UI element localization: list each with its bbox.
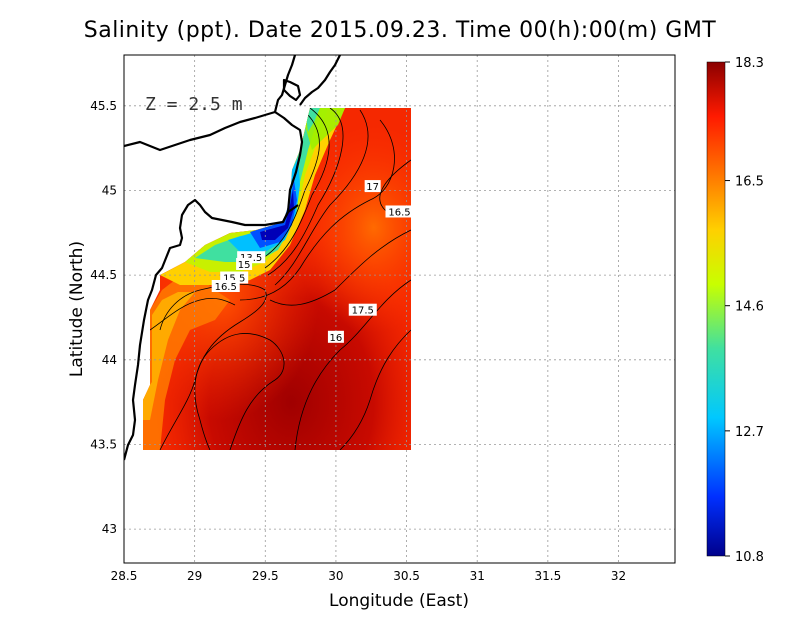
colorbar-tick-label: 10.8 xyxy=(735,550,764,565)
x-tick-label: 29.5 xyxy=(252,569,279,583)
contour-label-bg xyxy=(364,180,381,193)
contour-label-bg xyxy=(348,303,377,316)
x-tick-label: 31.5 xyxy=(534,569,561,583)
contour-lines xyxy=(149,108,411,450)
depth-label: Z = 2.5 m xyxy=(145,94,243,115)
x-tick-label: 30.5 xyxy=(393,569,420,583)
colorbar-tick-label: 18.3 xyxy=(735,56,764,71)
x-tick-label: 28.5 xyxy=(111,569,138,583)
y-tick-label: 43 xyxy=(102,522,117,536)
x-tick-labels: 28.5 29 29.5 30 30.5 31 31.5 32 xyxy=(111,569,626,583)
contour-label-bg xyxy=(211,279,240,292)
y-tick-label: 44 xyxy=(102,353,117,367)
contour-label: 16.5 xyxy=(388,207,410,218)
contour-label: 17 xyxy=(366,182,379,193)
x-tick-label: 29 xyxy=(187,569,202,583)
colorbar: 18.3 16.5 14.6 12.7 10.8 xyxy=(706,56,764,565)
contour-label-bg xyxy=(236,257,253,270)
contour-label: 16 xyxy=(330,333,343,344)
x-tick-label: 31 xyxy=(470,569,485,583)
y-tick-label: 43.5 xyxy=(90,437,117,451)
plot-frame xyxy=(123,54,676,564)
contour-label: 15 xyxy=(238,260,251,271)
colorbar-tick-label: 12.7 xyxy=(735,425,764,440)
y-axis-title: Latitude (North) xyxy=(67,241,87,377)
contour-label: 15.5 xyxy=(223,274,245,285)
coastline xyxy=(124,55,341,461)
colorbar-gradient xyxy=(706,61,726,557)
colorbar-tick-label: 16.5 xyxy=(735,175,764,190)
contour-label-bg xyxy=(327,330,344,343)
grid-lines xyxy=(124,55,675,563)
x-axis-title: Longitude (East) xyxy=(329,591,469,611)
y-tick-labels: 43 43.5 44 44.5 45 45.5 xyxy=(90,99,117,536)
y-tick-label: 45 xyxy=(102,183,117,197)
x-tick-label: 30 xyxy=(328,569,343,583)
contour-label: 17.5 xyxy=(352,306,374,317)
map-title: Salinity (ppt). Date 2015.09.23. Time 00… xyxy=(83,18,717,43)
x-tick-label: 32 xyxy=(611,569,626,583)
y-tick-label: 44.5 xyxy=(90,268,117,282)
contour-label-bg xyxy=(385,205,414,218)
colorbar-tick-label: 14.6 xyxy=(735,300,764,315)
colorbar-tick-labels: 18.3 16.5 14.6 12.7 10.8 xyxy=(725,56,764,565)
contour-label: 16.5 xyxy=(215,282,237,293)
y-tick-label: 45.5 xyxy=(90,99,117,113)
